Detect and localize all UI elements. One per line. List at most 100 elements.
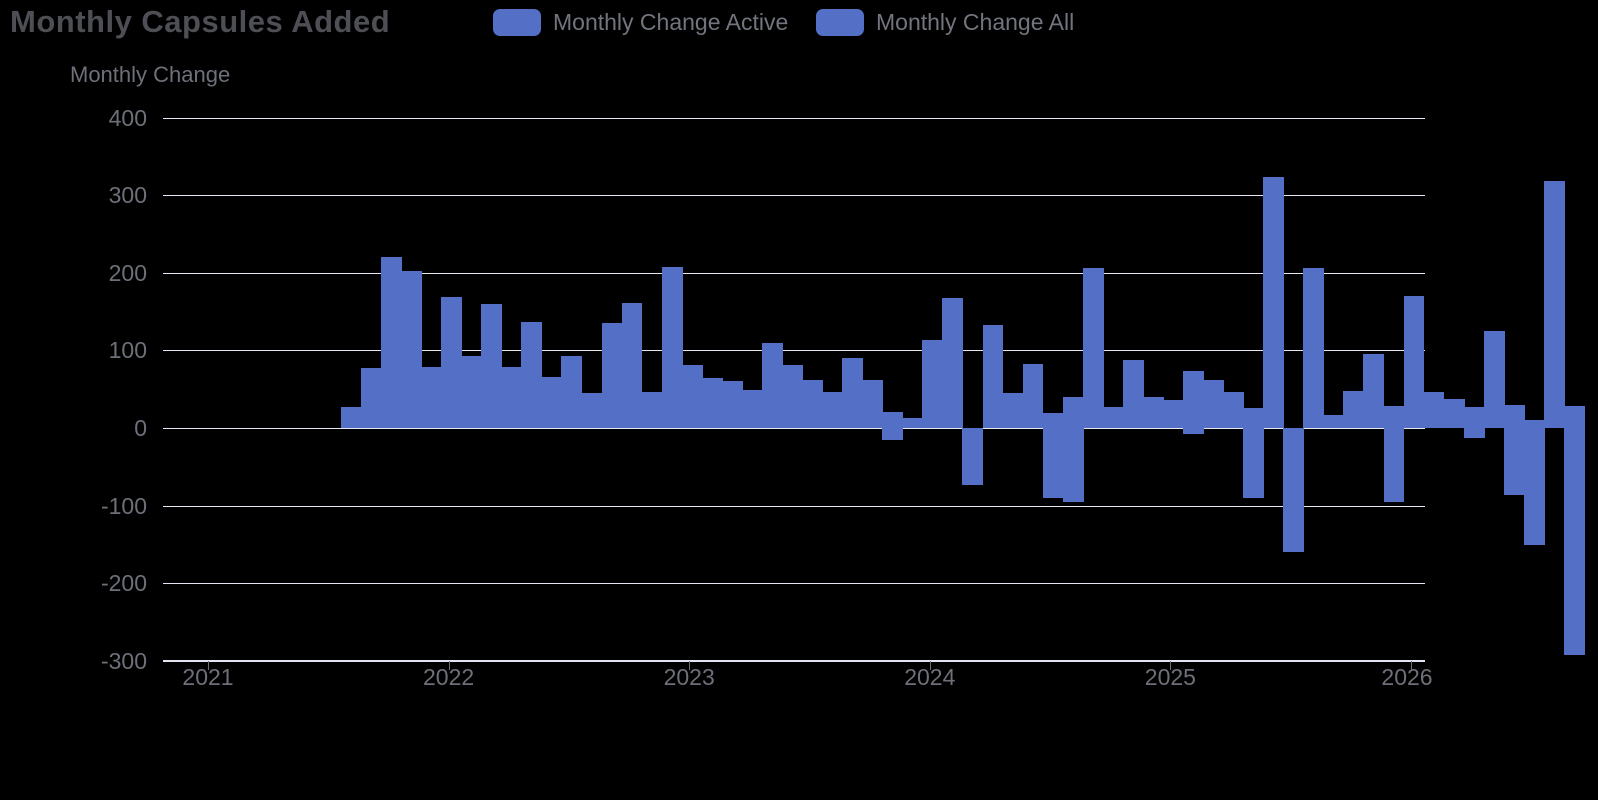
bar-2020-12[interactable] [340,407,362,428]
bar-negative-2024-11[interactable] [1283,428,1305,553]
y-tick-label: -300 [100,647,147,674]
bar-negative-2023-07[interactable] [962,428,984,486]
bar-2025-08[interactable] [1463,407,1485,428]
bar-2021-04[interactable] [421,367,442,428]
y-tick-label: 0 [134,415,147,441]
bar-2023-03[interactable] [882,411,904,428]
bar-2023-01[interactable] [842,358,864,428]
legend-item-monthly-change-active[interactable]: Monthly Change Active [493,9,788,36]
bar-2022-08[interactable] [741,389,763,428]
x-tick-mark [208,661,209,670]
bar-2021-11[interactable] [561,355,583,428]
bar-negative-2024-06[interactable] [1183,428,1204,435]
bar-2023-05[interactable] [922,339,944,428]
bar-2024-08[interactable] [1223,392,1244,428]
bar-2024-06[interactable] [1183,370,1204,428]
bar-2025-06[interactable] [1423,391,1445,428]
chart-title: Monthly Capsules Added [10,4,391,39]
bar-2023-10[interactable] [1022,363,1044,428]
bar-2023-12[interactable] [1062,396,1084,428]
y-tick-label: 200 [108,259,147,286]
bar-2021-06[interactable] [461,355,483,428]
bar-2022-07[interactable] [721,381,743,428]
bar-2024-02[interactable] [1102,407,1124,428]
bar-2024-07[interactable] [1203,379,1224,428]
bar-2024-10[interactable] [1263,176,1285,428]
bar-2022-10[interactable] [782,365,803,428]
legend-item-monthly-change-all[interactable]: Monthly Change All [816,9,1074,36]
bar-2021-02[interactable] [381,257,402,428]
bar-2025-04[interactable] [1383,406,1405,428]
bar-2021-07[interactable] [481,303,503,428]
bar-negative-2025-08[interactable] [1463,428,1485,439]
bar-2022-03[interactable] [641,391,663,428]
bar-2025-05[interactable] [1403,296,1425,428]
bar-negative-2023-11[interactable] [1042,428,1064,498]
bar-2025-12[interactable] [1543,181,1565,428]
x-tick-label: 2025 [1144,664,1196,690]
x-tick-label: 2024 [904,664,956,690]
x-tick-label: 2022 [423,664,475,690]
bar-2021-09[interactable] [521,321,543,428]
gridline [163,117,1425,119]
bar-2022-12[interactable] [822,392,843,428]
bar-2026-01[interactable] [1563,406,1585,428]
bar-2021-05[interactable] [441,296,463,428]
bar-2024-05[interactable] [1162,400,1184,428]
bar-2021-08[interactable] [501,367,523,428]
bar-2023-09[interactable] [1002,393,1024,428]
bar-2025-02[interactable] [1343,390,1365,428]
bar-negative-2024-09[interactable] [1243,428,1265,498]
bar-2025-09[interactable] [1483,331,1505,428]
x-tick-mark [929,661,931,670]
bar-2025-11[interactable] [1523,420,1545,428]
bar-2024-03[interactable] [1122,359,1144,428]
x-tick-mark [689,661,691,670]
x-tick-label: 2021 [182,664,234,690]
y-tick-label: 300 [108,182,147,209]
bar-2024-09[interactable] [1243,407,1265,428]
bar-2024-01[interactable] [1082,268,1104,428]
bar-2023-08[interactable] [982,324,1004,428]
bar-2022-11[interactable] [802,379,823,428]
gridline [163,272,1425,274]
bar-2022-06[interactable] [701,377,723,428]
y-axis-name: Monthly Change [70,62,231,87]
y-tick-label: 400 [108,104,147,131]
bar-2021-10[interactable] [541,376,563,428]
legend-label: Monthly Change Active [553,9,789,35]
x-tick-label: 2023 [663,664,715,690]
bar-2023-04[interactable] [902,417,924,428]
bar-negative-2023-03[interactable] [882,428,904,441]
legend: Monthly Change Active Monthly Change All [0,9,1598,39]
bar-negative-2023-12[interactable] [1062,428,1084,503]
bar-2025-07[interactable] [1443,398,1465,428]
bar-2024-04[interactable] [1142,396,1164,428]
bar-2022-09[interactable] [761,342,783,428]
bar-2025-01[interactable] [1323,414,1345,428]
bar-2021-12[interactable] [581,393,603,428]
legend-label: Monthly Change All [876,9,1075,35]
bar-2022-01[interactable] [601,322,623,428]
bar-2022-04[interactable] [661,267,683,428]
bar-negative-2025-10[interactable] [1503,428,1525,496]
bar-negative-2025-11[interactable] [1523,428,1545,546]
bar-2021-01[interactable] [360,368,382,428]
bar-negative-2026-01[interactable] [1563,428,1585,656]
x-tick-mark [448,661,450,670]
bar-2022-05[interactable] [681,365,703,428]
bar-2023-02[interactable] [862,379,884,428]
y-tick-label: -100 [100,492,147,519]
x-tick-label: 2026 [1381,664,1433,690]
bar-2025-03[interactable] [1363,354,1385,428]
x-tick-mark [1411,661,1412,670]
y-tick-label: 100 [108,337,147,364]
bar-2023-06[interactable] [942,297,964,428]
gridline [163,195,1425,197]
bar-2022-02[interactable] [621,303,643,428]
bar-negative-2025-04[interactable] [1383,428,1405,502]
bar-2025-10[interactable] [1503,404,1525,428]
bar-2024-12[interactable] [1303,268,1325,428]
bar-2021-03[interactable] [401,270,422,428]
bar-2023-11[interactable] [1042,413,1064,428]
